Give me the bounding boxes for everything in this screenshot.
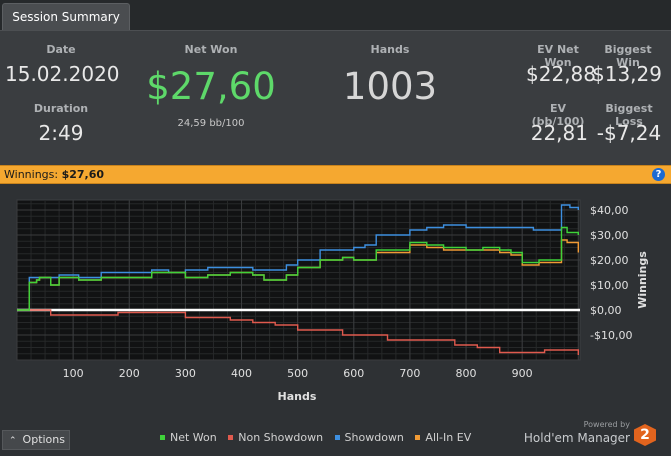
legend-non-showdown[interactable]: Non Showdown <box>228 431 323 444</box>
winnings-label: Winnings: <box>4 168 59 181</box>
y-tick-label: $40,00 <box>590 204 629 217</box>
winnings-chart: 100 200 300 400 500 600 700 800 900 $40,00 $30,00… <box>0 184 671 430</box>
series-line-net-won <box>17 226 579 311</box>
y-axis-label: Winnings <box>636 251 649 309</box>
net-won-label: Net Won <box>184 43 238 56</box>
legend-swatch-all-in-ev <box>415 434 421 440</box>
date-value: 15.02.2020 <box>5 62 120 86</box>
chart-legend: Net Won Non Showdown Showdown All-In EV <box>160 431 479 447</box>
chevron-up-icon: ⌃ <box>9 436 17 446</box>
biggest-win-value: $13,29 <box>592 62 662 86</box>
x-axis-label: Hands <box>278 390 317 403</box>
options-button[interactable]: ⌃ Options <box>2 430 70 450</box>
legend-swatch-showdown <box>334 434 340 440</box>
ev-net-won-value: $22,88 <box>526 62 596 86</box>
net-won-bb100: 24,59 bb/100 <box>177 118 245 129</box>
x-tick-labels: 100 200 300 400 500 600 700 800 900 <box>63 367 533 380</box>
tab-bar: Session Summary <box>0 0 671 30</box>
legend-net-won[interactable]: Net Won <box>160 431 217 444</box>
brand-area: Powered by Hold'em Manager <box>520 420 640 450</box>
series-line-showdown <box>17 204 579 311</box>
hands-value: 1003 <box>342 65 438 108</box>
x-tick-label: 800 <box>456 367 477 380</box>
ev-net-won-label: EV Net Won <box>537 43 579 69</box>
x-tick-label: 900 <box>512 367 533 380</box>
y-tick-label: $20,00 <box>590 254 629 267</box>
options-label: Options <box>22 433 65 446</box>
series-lines <box>17 204 579 355</box>
powered-by-text: Powered by <box>583 420 630 429</box>
winnings-bar: Winnings: $27,60 ? <box>0 165 671 184</box>
help-icon[interactable]: ? <box>652 168 665 181</box>
y-tick-label: $10,00 <box>590 279 629 292</box>
ev-bb100-label: EV (bb/100) <box>531 102 585 128</box>
y-tick-label: $0,00 <box>590 304 622 317</box>
x-tick-label: 200 <box>119 367 140 380</box>
legend-label-net-won: Net Won <box>170 431 217 444</box>
y-tick-labels: $40,00 $30,00 $20,00 $10,00 $0,00 -$10,00 <box>590 204 632 342</box>
duration-value: 2:49 <box>38 121 84 145</box>
x-tick-label: 300 <box>175 367 196 380</box>
legend-label-showdown: Showdown <box>344 431 404 444</box>
winnings-title: Winnings: $27,60 <box>4 168 104 181</box>
legend-label-non-showdown: Non Showdown <box>238 431 324 444</box>
duration-label: Duration <box>33 102 89 115</box>
legend-swatch-net-won <box>160 434 165 440</box>
date-label: Date <box>46 43 76 56</box>
legend-swatch-non-showdown <box>228 434 234 440</box>
biggest-loss-label: Biggest Loss <box>605 102 653 128</box>
hm2-logo-icon: 2 <box>634 424 656 446</box>
summary-panel: Date 15.02.2020 Duration 2:49 Net Won $2… <box>0 30 671 166</box>
net-won-value: $27,60 <box>146 65 276 108</box>
x-tick-label: 100 <box>63 367 84 380</box>
x-tick-label: 700 <box>399 367 420 380</box>
y-tick-label: -$10,00 <box>590 329 632 342</box>
x-tick-label: 400 <box>231 367 252 380</box>
x-tick-label: 500 <box>287 367 308 380</box>
plot-area <box>16 199 581 361</box>
ev-bb100-value: 22,81 <box>530 121 588 145</box>
legend-showdown[interactable]: Showdown <box>334 431 404 444</box>
winnings-value: $27,60 <box>61 168 105 181</box>
hands-label: Hands <box>370 43 410 56</box>
legend-all-in-ev[interactable]: All-In EV <box>415 431 471 444</box>
tab-session-summary[interactable]: Session Summary <box>2 3 130 30</box>
series-line-non-showdown <box>17 309 579 355</box>
y-tick-label: $30,00 <box>590 229 629 242</box>
biggest-win-label: Biggest Win <box>604 43 652 69</box>
biggest-loss-value: -$7,24 <box>596 121 662 145</box>
brand-name: Hold'em Manager <box>523 431 630 445</box>
x-tick-label: 600 <box>343 367 364 380</box>
legend-label-all-in-ev: All-In EV <box>425 431 472 444</box>
